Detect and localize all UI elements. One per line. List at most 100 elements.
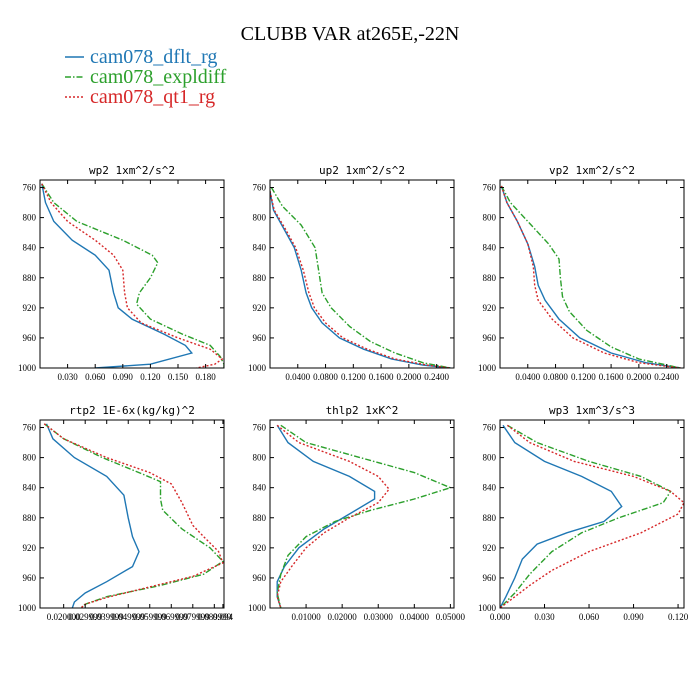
series-line-cam078_expldiff: [500, 185, 681, 368]
x-tick-label: 0.079999: [176, 612, 210, 622]
y-tick-label: 920: [23, 543, 37, 553]
x-tick-label: 0.020000: [47, 612, 81, 622]
y-tick-label: 960: [23, 573, 37, 583]
series-line-cam078_qt1_rg: [500, 424, 684, 608]
x-tick-label: 0.2400: [654, 372, 679, 382]
y-tick-label: 760: [23, 423, 37, 433]
series-line-cam078_qt1_rg: [41, 183, 224, 368]
y-tick-label: 1000: [478, 603, 497, 613]
x-tick-label: 0.0800: [313, 372, 338, 382]
series-line-cam078_expldiff: [41, 183, 224, 368]
x-tick-label: 0.180: [195, 372, 216, 382]
x-tick-label: 0.049999: [111, 612, 145, 622]
legend-label-expldiff: cam078_expldiff: [90, 66, 227, 88]
series-line-cam078_dflt_rg: [270, 191, 451, 368]
legend-label-qt1: cam078_qt1_rg: [90, 86, 215, 108]
y-tick-label: 800: [23, 213, 37, 223]
y-tick-label: 840: [253, 483, 267, 493]
panel-title: thlp2 1xK^2: [326, 404, 399, 417]
y-tick-label: 880: [483, 513, 497, 523]
y-tick-label: 760: [253, 423, 267, 433]
x-tick-label: 0.030: [57, 372, 78, 382]
series-line-cam078_qt1_rg: [270, 191, 451, 368]
x-tick-label: 0.059999: [133, 612, 167, 622]
panel-4: rtp2 1E-6x(kg/kg)^2 760 800 840 880 920 960 100…: [18, 404, 234, 622]
y-tick-label: 960: [483, 333, 497, 343]
series-line-cam078_dflt_rg: [500, 424, 623, 608]
plot-frame: [499, 419, 685, 609]
x-tick-label: 0.01000: [291, 612, 321, 622]
y-tick-label: 1000: [478, 363, 497, 373]
x-tick-label: 0.069999: [154, 612, 188, 622]
y-tick-label: 920: [483, 543, 497, 553]
panel-3: vp2 1xm^2/s^2 760 800 840 880 920 960 1000 0.040…: [478, 164, 685, 382]
x-tick-label: 0.05000: [436, 612, 466, 622]
panels-grid: wp2 1xm^2/s^2 760 800 840 880 920 960 1000 0.030…: [18, 164, 689, 622]
x-tick-label: 0.090: [113, 372, 134, 382]
series-line-cam078_dflt_rg: [276, 424, 376, 608]
y-tick-label: 1000: [18, 603, 37, 613]
y-tick-label: 1000: [248, 363, 267, 373]
panel-2: up2 1xm^2/s^2 760 800 840 880 920 960 1000 0.040…: [248, 164, 455, 382]
y-tick-label: 880: [253, 513, 267, 523]
y-tick-label: 800: [23, 453, 37, 463]
series-group: [43, 423, 224, 608]
plot-frame: [39, 179, 225, 369]
x-tick-label: 0.120: [668, 612, 689, 622]
x-tick-label: 0.0800: [543, 372, 568, 382]
x-tick-label: 0.02000: [328, 612, 358, 622]
y-tick-label: 840: [23, 483, 37, 493]
x-tick-label: 0.094: [213, 612, 234, 622]
series-line-cam078_dflt_rg: [45, 423, 140, 608]
series-line-cam078_dflt_rg: [500, 185, 681, 368]
x-tick-label: 0.1600: [369, 372, 394, 382]
y-tick-label: 920: [253, 303, 267, 313]
x-tick-label: 0.029999: [68, 612, 102, 622]
y-tick-label: 840: [23, 243, 37, 253]
y-tick-label: 800: [253, 213, 267, 223]
figure-title: CLUBB VAR at265E,-22N: [241, 23, 460, 45]
series-line-cam078_expldiff: [276, 424, 453, 608]
panel-1: wp2 1xm^2/s^2 760 800 840 880 920 960 1000 0.030…: [18, 164, 225, 382]
legend-label-dflt: cam078_dflt_rg: [90, 46, 217, 68]
x-tick-label: 0.039999: [90, 612, 124, 622]
series-group: [500, 424, 684, 608]
legend: cam078_dflt_rg cam078_expldiff cam078_qt…: [65, 46, 227, 108]
series-line-cam078_expldiff: [270, 187, 451, 368]
y-tick-label: 840: [483, 483, 497, 493]
y-tick-label: 800: [483, 453, 497, 463]
series-line-cam078_expldiff: [43, 423, 224, 608]
y-tick-label: 760: [253, 183, 267, 193]
panel-5: thlp2 1xK^2 760 800 840 880 920 960 1000 0.01000…: [248, 404, 466, 622]
y-tick-label: 800: [483, 213, 497, 223]
series-group: [270, 187, 451, 368]
x-tick-label: 0.2400: [424, 372, 449, 382]
y-tick-label: 760: [23, 183, 37, 193]
y-tick-label: 960: [483, 573, 497, 583]
panel-title: up2 1xm^2/s^2: [319, 164, 405, 177]
x-tick-label: 0.2000: [626, 372, 651, 382]
y-tick-label: 960: [23, 333, 37, 343]
series-group: [276, 424, 453, 608]
plot-frame: [499, 179, 685, 369]
y-tick-label: 760: [483, 423, 497, 433]
y-tick-label: 960: [253, 573, 267, 583]
x-tick-label: 0.120: [140, 372, 161, 382]
x-tick-label: 0.2000: [396, 372, 421, 382]
x-tick-label: 0.030: [534, 612, 555, 622]
x-tick-label: 0.060: [85, 372, 106, 382]
panel-title: rtp2 1E-6x(kg/kg)^2: [69, 404, 195, 417]
y-tick-label: 840: [253, 243, 267, 253]
y-tick-label: 920: [23, 303, 37, 313]
y-tick-label: 880: [253, 273, 267, 283]
y-tick-label: 920: [483, 303, 497, 313]
plot-frame: [39, 419, 225, 609]
y-tick-label: 960: [253, 333, 267, 343]
panel-title: vp2 1xm^2/s^2: [549, 164, 635, 177]
x-tick-label: 0.060: [579, 612, 600, 622]
x-tick-label: 0.03000: [364, 612, 394, 622]
y-tick-label: 880: [23, 513, 37, 523]
x-tick-label: 0.04000: [400, 612, 430, 622]
x-tick-label: 0.0400: [515, 372, 540, 382]
